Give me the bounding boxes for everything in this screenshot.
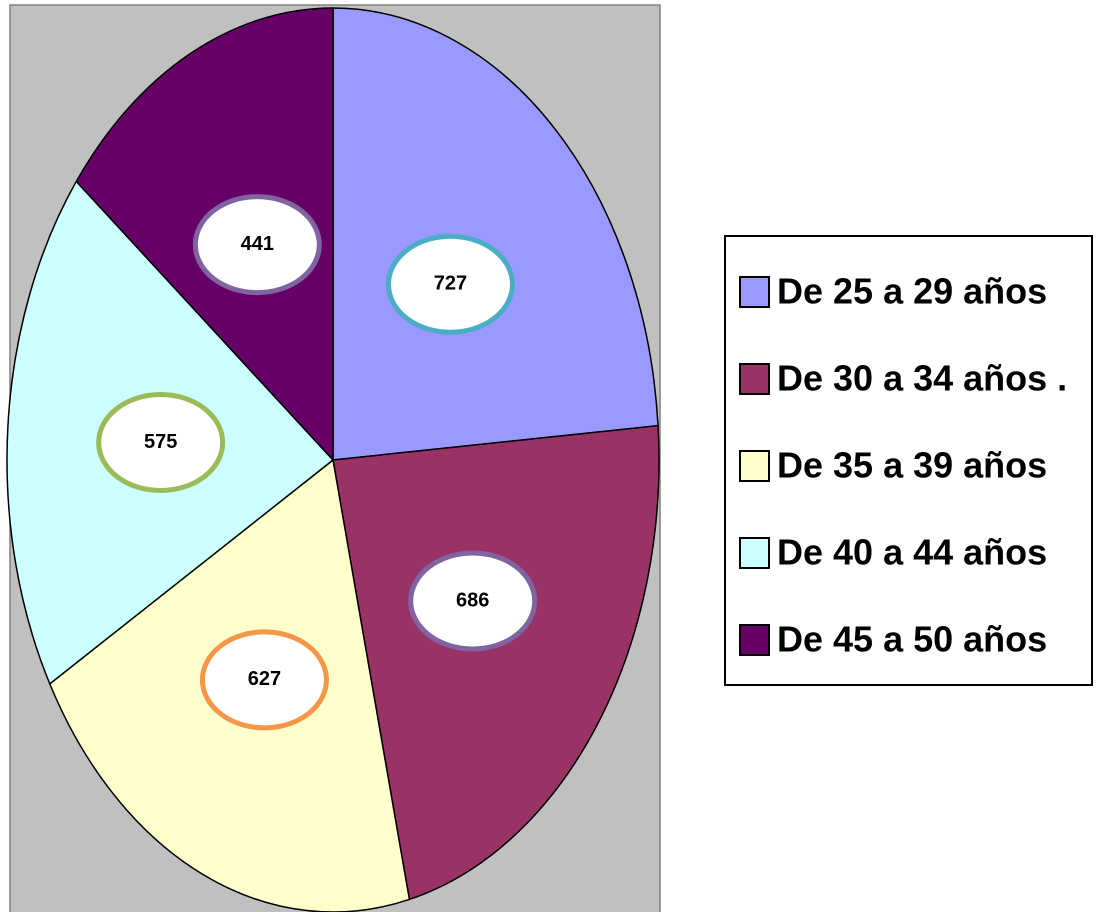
legend-swatch	[739, 450, 770, 482]
data-label: 727	[434, 273, 467, 295]
legend-label: De 30 a 34 años .	[777, 358, 1067, 399]
data-label-bubble	[192, 194, 322, 296]
data-label-bubble	[385, 233, 515, 335]
data-label: 575	[144, 431, 177, 453]
legend-swatch	[739, 624, 770, 656]
data-label-bubble	[408, 550, 538, 652]
legend-label: De 35 a 39 años	[777, 445, 1047, 486]
legend-label: De 45 a 50 años	[777, 619, 1047, 660]
data-label: 686	[456, 589, 489, 611]
data-label: 627	[248, 668, 281, 690]
legend-label: De 25 a 29 años	[777, 271, 1047, 312]
legend-swatch	[739, 537, 770, 569]
pie-slice	[332, 424, 660, 901]
legend-label: De 40 a 44 años	[777, 532, 1047, 573]
legend-swatch	[739, 276, 770, 308]
data-label: 441	[241, 233, 274, 255]
data-label-bubble	[96, 392, 226, 494]
data-label-bubble	[199, 629, 329, 731]
legend-box	[724, 235, 1093, 686]
pie-slice	[332, 7, 659, 461]
legend-swatch	[739, 363, 770, 395]
